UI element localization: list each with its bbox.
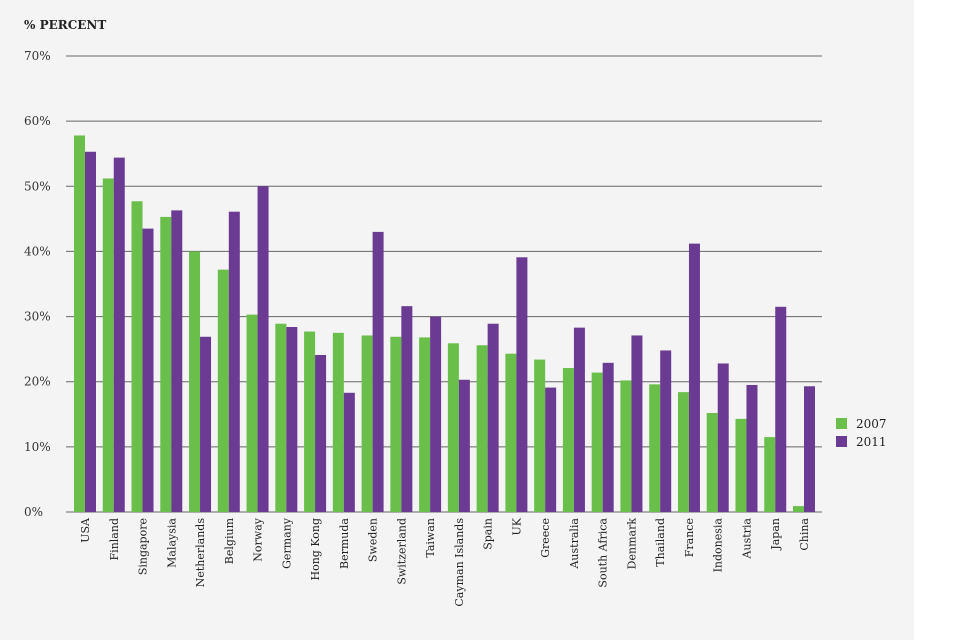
category-label: Spain xyxy=(482,518,495,550)
bar-2007 xyxy=(189,251,201,512)
bar-2011 xyxy=(430,316,442,512)
category-label: Sweden xyxy=(367,518,380,562)
category-label: UK xyxy=(510,517,523,535)
bar-2007 xyxy=(447,343,459,512)
bar-2007 xyxy=(735,418,747,512)
bar-2011 xyxy=(602,362,614,512)
category-label: Bermuda xyxy=(338,518,351,569)
category-label: Netherlands xyxy=(194,518,207,588)
bar-2011 xyxy=(171,210,183,513)
bar-2011 xyxy=(660,350,672,512)
bar-2011 xyxy=(401,306,413,512)
bar-2007 xyxy=(620,380,632,512)
bar-2007 xyxy=(131,201,143,513)
y-tick-label: 0% xyxy=(24,505,43,519)
category-label: Greece xyxy=(539,518,552,558)
bar-2007 xyxy=(534,359,546,512)
bar-2011 xyxy=(228,211,240,513)
y-tick-label: 70% xyxy=(24,49,51,63)
category-label: USA xyxy=(79,517,92,543)
bar-2011 xyxy=(200,336,212,512)
bar-2011 xyxy=(573,327,585,512)
bar-2011 xyxy=(315,355,327,512)
category-label: China xyxy=(798,518,811,551)
bar-2007 xyxy=(706,412,718,512)
bar-2007 xyxy=(764,437,776,512)
category-label: Denmark xyxy=(625,518,638,570)
bar-2007 xyxy=(419,337,431,512)
category-label: France xyxy=(683,518,696,557)
bar-2011 xyxy=(631,335,643,512)
bar-2011 xyxy=(458,379,470,512)
y-tick-label: 30% xyxy=(24,310,51,324)
category-label: Taiwan xyxy=(424,518,437,558)
category-label: Australia xyxy=(568,518,581,570)
bars xyxy=(74,135,815,513)
bar-2007 xyxy=(505,353,517,512)
bar-2011 xyxy=(85,151,96,512)
bar-2007 xyxy=(275,323,287,512)
y-tick-label: 20% xyxy=(24,375,51,389)
bar-2011 xyxy=(372,231,384,512)
bar-2007 xyxy=(304,331,316,512)
bar-2011 xyxy=(746,384,758,512)
bar-2007 xyxy=(677,392,689,512)
y-axis-title: % PERCENT xyxy=(24,18,106,32)
bar-2007 xyxy=(74,135,85,512)
bar-2011 xyxy=(286,326,298,512)
category-label: Singapore xyxy=(137,518,150,575)
bar-2007 xyxy=(160,216,172,512)
bar-2011 xyxy=(545,387,557,512)
category-label: Norway xyxy=(252,517,265,561)
category-label: Cayman Islands xyxy=(453,518,466,607)
category-labels: USA Finland Singapore Malaysia Netherlands Be… xyxy=(79,517,811,607)
legend-swatch-2007 xyxy=(836,418,847,429)
category-label: Belgium xyxy=(223,517,236,564)
bar-2011 xyxy=(717,363,729,512)
bar-2011 xyxy=(343,392,355,512)
bar-2011 xyxy=(688,243,700,512)
bar-2007 xyxy=(793,506,804,512)
bar-2011 xyxy=(142,228,154,512)
bar-2007 xyxy=(361,335,373,512)
category-label: South Africa xyxy=(597,518,610,588)
category-label: Indonesia xyxy=(712,518,725,573)
y-tick-label: 50% xyxy=(24,179,51,193)
category-label: Thailand xyxy=(654,518,667,567)
legend-label: 2007 xyxy=(856,417,887,431)
category-label: Finland xyxy=(108,518,121,560)
legend: 2007 2011 xyxy=(836,417,887,449)
category-label: Hong Kong xyxy=(309,518,322,581)
bar-2011 xyxy=(487,323,499,512)
bar-2007 xyxy=(332,332,344,512)
category-label: Switzerland xyxy=(395,518,408,585)
bar-2007 xyxy=(102,178,114,512)
y-tick-label: 10% xyxy=(24,440,51,454)
bar-2007 xyxy=(562,368,574,512)
bar-2011 xyxy=(804,386,815,512)
category-label: Japan xyxy=(769,518,782,551)
bar-2007 xyxy=(649,384,661,512)
bar-2007 xyxy=(476,345,488,512)
category-label: Malaysia xyxy=(165,518,178,568)
legend-swatch-2011 xyxy=(836,436,847,447)
y-tick-labels: 0% 10% 20% 30% 40% 50% 60% 70% xyxy=(24,49,51,519)
bar-2007 xyxy=(246,314,258,512)
category-label: Germany xyxy=(280,517,293,569)
y-tick-label: 40% xyxy=(24,244,51,258)
bar-2007 xyxy=(591,372,603,512)
bar-2011 xyxy=(775,306,787,512)
legend-label: 2011 xyxy=(856,435,887,449)
bar-2011 xyxy=(113,157,125,512)
bar-2007 xyxy=(217,269,229,512)
y-tick-label: 60% xyxy=(24,114,51,128)
bar-2007 xyxy=(390,336,402,512)
bar-2011 xyxy=(257,186,269,513)
category-label: Austria xyxy=(740,518,753,560)
bar-2011 xyxy=(516,257,528,512)
